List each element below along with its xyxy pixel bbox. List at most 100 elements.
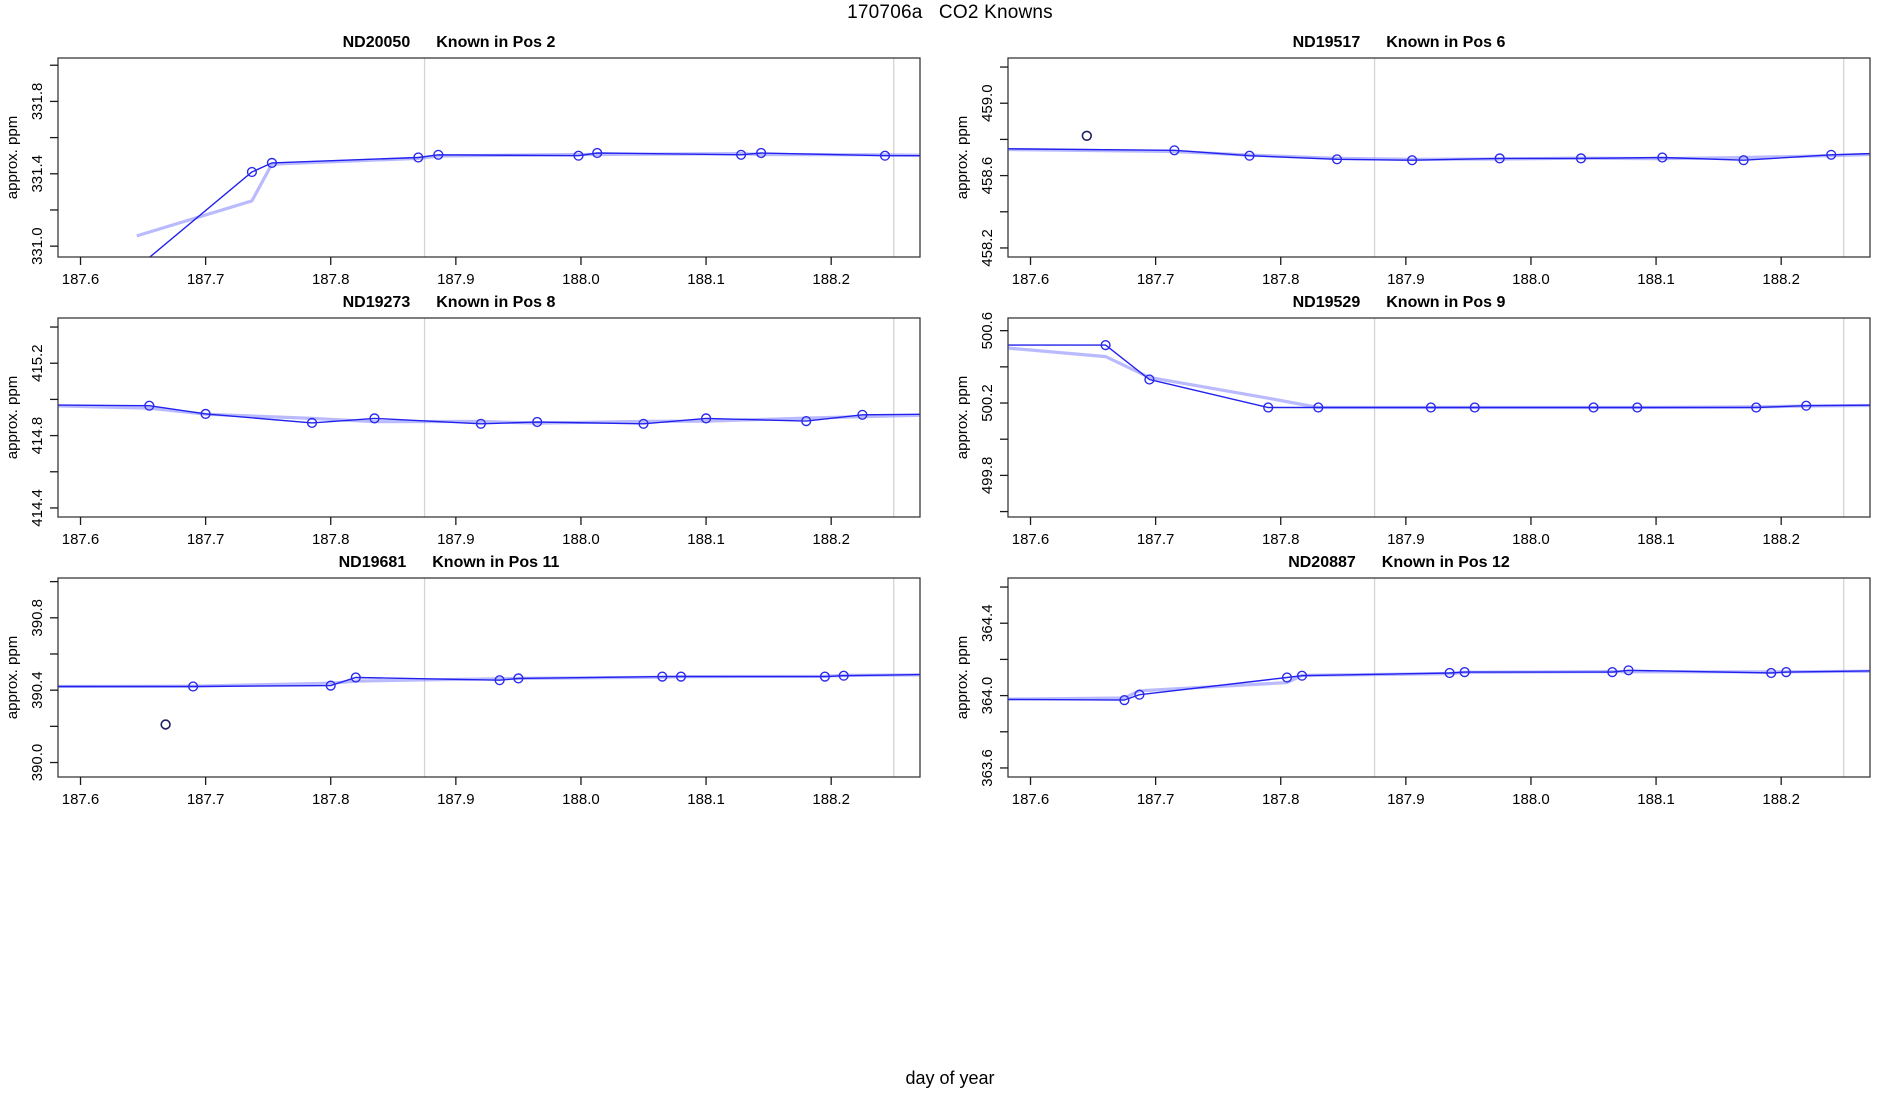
series-line bbox=[1008, 344, 1870, 409]
x-tick-label: 187.9 bbox=[1387, 791, 1425, 808]
data-point bbox=[1444, 667, 1455, 679]
data-point bbox=[1494, 153, 1505, 164]
data-point bbox=[188, 681, 199, 692]
panel-title-instrument: ND19681 bbox=[339, 554, 407, 571]
x-tick-label: 187.8 bbox=[312, 791, 350, 808]
y-axis-label: approx. ppm bbox=[954, 636, 971, 719]
data-point bbox=[879, 150, 891, 161]
series-line bbox=[58, 404, 920, 425]
panel-title: ND19273 Known in Pos 8 bbox=[343, 294, 556, 311]
data-point bbox=[1801, 400, 1812, 411]
x-tick-label: 187.8 bbox=[312, 271, 350, 288]
x-tick-label: 188.1 bbox=[1637, 271, 1675, 288]
data-point bbox=[1281, 672, 1293, 683]
data-point bbox=[1263, 402, 1274, 413]
panel-nd19529: ND19529 Known in Pos 9 187.6 187.7 187.8 187.… bbox=[954, 294, 1871, 548]
y-tick-label: 363.6 bbox=[979, 749, 996, 787]
x-tick-label: 188.0 bbox=[1512, 271, 1550, 288]
y-tick-label: 390.0 bbox=[29, 744, 46, 782]
y-tick-label: 499.8 bbox=[979, 457, 996, 495]
data-point bbox=[970, 695, 979, 704]
data-point bbox=[20, 682, 29, 691]
series-line bbox=[149, 152, 920, 257]
panel-title-caption: Known in Pos 8 bbox=[436, 294, 555, 311]
x-tick-label: 187.9 bbox=[437, 531, 475, 548]
y-tick-label: 331.8 bbox=[29, 83, 46, 121]
data-point bbox=[513, 673, 524, 684]
panel-title-caption: Known in Pos 2 bbox=[436, 34, 555, 51]
data-layer bbox=[970, 665, 1870, 706]
data-point bbox=[1331, 154, 1343, 165]
panel-title: ND20050 Known in Pos 2 bbox=[343, 34, 556, 51]
x-tick-label: 188.1 bbox=[687, 271, 725, 288]
x-tick-label: 188.2 bbox=[812, 271, 850, 288]
x-tick-label: 188.1 bbox=[1637, 531, 1675, 548]
panel-title-instrument: ND19529 bbox=[1293, 294, 1361, 311]
data-point bbox=[350, 672, 361, 683]
y-tick-label: 500.2 bbox=[979, 384, 996, 422]
x-tick-label: 188.0 bbox=[562, 531, 600, 548]
data-point bbox=[532, 416, 543, 428]
data-point bbox=[735, 149, 747, 160]
plot-box bbox=[1007, 317, 1871, 518]
series-line bbox=[58, 673, 920, 688]
data-point bbox=[475, 418, 487, 429]
x-tick-label: 188.2 bbox=[1762, 531, 1800, 548]
smooth-line bbox=[1008, 669, 1870, 701]
x-tick-label: 188.0 bbox=[562, 271, 600, 288]
data-point bbox=[1607, 666, 1618, 678]
data-point bbox=[638, 418, 649, 429]
panel-nd19273: ND19273 Known in Pos 8 187.6 187.7 187.8 187.… bbox=[4, 294, 921, 548]
data-layer bbox=[20, 670, 920, 730]
y-tick-label: 331.0 bbox=[29, 227, 46, 265]
data-point bbox=[1575, 153, 1587, 164]
plot-box bbox=[57, 317, 921, 518]
x-tick-label: 187.9 bbox=[437, 271, 475, 288]
y-tick-label: 458.6 bbox=[979, 157, 996, 195]
data-point bbox=[1459, 666, 1470, 678]
y-tick-label: 364.0 bbox=[979, 677, 996, 715]
y-tick-label: 390.8 bbox=[29, 599, 46, 637]
x-tick-label: 187.9 bbox=[437, 791, 475, 808]
data-point bbox=[1119, 695, 1130, 706]
panel-title-caption: Known in Pos 12 bbox=[1382, 554, 1510, 571]
x-tick-label: 187.7 bbox=[1137, 791, 1175, 808]
y-tick-label: 500.6 bbox=[979, 312, 996, 350]
x-tick-label: 187.9 bbox=[1387, 531, 1425, 548]
x-tick-label: 188.2 bbox=[812, 791, 850, 808]
y-axis-label: approx. ppm bbox=[954, 116, 971, 199]
data-point bbox=[675, 671, 687, 682]
data-point bbox=[1469, 402, 1480, 413]
data-point bbox=[266, 157, 278, 169]
panel-nd19517: ND19517 Known in Pos 6 187.6 187.7 187.8 187.… bbox=[954, 34, 1871, 288]
x-tick-label: 187.8 bbox=[1262, 791, 1300, 808]
y-axis-label: approx. ppm bbox=[4, 116, 21, 199]
x-tick-label: 188.2 bbox=[1762, 271, 1800, 288]
x-tick-label: 187.9 bbox=[1387, 271, 1425, 288]
panel-nd20050: ND20050 Known in Pos 2 187.6 187.7 187.8 187.… bbox=[4, 34, 921, 288]
x-tick-label: 187.6 bbox=[1012, 531, 1050, 548]
data-point bbox=[1100, 339, 1111, 351]
x-tick-label: 188.1 bbox=[687, 531, 725, 548]
data-point bbox=[1588, 402, 1599, 413]
data-point bbox=[1407, 155, 1418, 166]
figure-title: 170706a CO2 Knowns bbox=[847, 2, 1053, 23]
data-point bbox=[1766, 667, 1777, 679]
x-axis-title: day of year bbox=[905, 1068, 995, 1088]
x-tick-label: 188.2 bbox=[1762, 791, 1800, 808]
x-tick-label: 188.1 bbox=[687, 791, 725, 808]
panel-title: ND19681 Known in Pos 11 bbox=[339, 554, 560, 571]
y-axis-label: approx. ppm bbox=[4, 636, 21, 719]
x-tick-label: 187.7 bbox=[1137, 271, 1175, 288]
smooth-line bbox=[1008, 346, 1870, 410]
y-axis-label: approx. ppm bbox=[4, 376, 21, 459]
x-tick-label: 187.8 bbox=[1262, 271, 1300, 288]
data-point bbox=[1313, 402, 1324, 413]
data-point bbox=[325, 680, 336, 691]
y-tick-label: 414.4 bbox=[29, 489, 46, 527]
y-tick-label: 458.2 bbox=[979, 229, 996, 267]
y-tick-label: 331.4 bbox=[29, 155, 46, 193]
panel-nd20887: ND20887 Known in Pos 12 187.6 187.7 187.8 187… bbox=[954, 554, 1871, 808]
panel-title-instrument: ND20050 bbox=[343, 34, 411, 51]
panel-nd19681: ND19681 Known in Pos 11 187.6 187.7 187.8 187… bbox=[4, 554, 921, 808]
